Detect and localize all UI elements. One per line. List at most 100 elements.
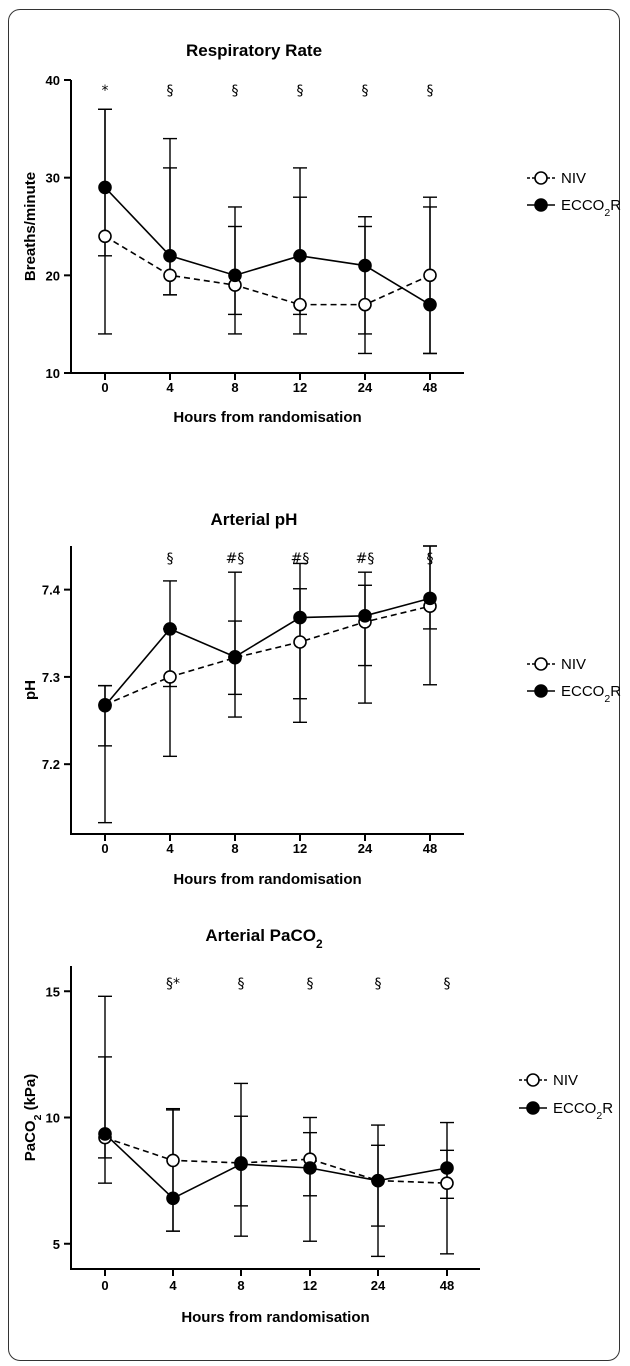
y-tick-label: 40	[46, 73, 60, 88]
chart-title: Respiratory Rate	[186, 41, 322, 60]
data-point-ecco2r	[166, 1191, 180, 1206]
data-point-ecco2r	[293, 249, 307, 263]
chart-title: Arterial pH	[211, 510, 298, 529]
y-axis-label: pH	[22, 680, 39, 700]
y-tick-label: 20	[46, 268, 60, 283]
y-tick-label: 7.2	[42, 757, 60, 772]
series-line-ecco2r	[104, 1133, 448, 1200]
x-tick-label: 24	[358, 841, 373, 856]
significance-marker: §	[362, 83, 369, 99]
x-tick-label: 8	[231, 841, 238, 856]
x-tick-label: 4	[166, 380, 174, 395]
x-tick-label: 12	[293, 841, 307, 856]
y-tick-label: 7.4	[42, 583, 61, 598]
y-tick-label: 7.3	[42, 670, 60, 685]
significance-marker: #§	[226, 551, 245, 567]
data-point-niv	[166, 1153, 180, 1168]
data-point-ecco2r	[440, 1161, 454, 1175]
data-point-niv	[293, 635, 307, 649]
data-point-ecco2r	[98, 698, 112, 713]
data-point-niv	[293, 297, 307, 312]
y-tick-label: 5	[53, 1237, 60, 1252]
data-point-ecco2r	[163, 249, 177, 263]
data-point-ecco2r	[98, 1127, 112, 1141]
data-point-ecco2r	[371, 1173, 385, 1188]
data-point-ecco2r	[293, 610, 307, 625]
data-point-niv	[423, 268, 437, 283]
significance-marker: *	[102, 83, 109, 99]
x-axis-label: Hours from randomisation	[181, 1309, 369, 1326]
legend-marker	[534, 171, 548, 185]
x-axis-label: Hours from randomisation	[173, 871, 361, 888]
significance-marker: §	[307, 976, 314, 992]
x-tick-label: 0	[101, 380, 108, 395]
legend-marker	[534, 657, 548, 671]
legend-label: ECCO2R	[561, 197, 621, 219]
significance-marker: §	[232, 83, 239, 99]
x-tick-label: 24	[358, 380, 373, 395]
data-point-ecco2r	[163, 622, 177, 636]
data-point-ecco2r	[228, 650, 242, 664]
data-point-ecco2r	[228, 268, 242, 283]
x-tick-label: 0	[101, 1278, 108, 1293]
x-tick-label: 12	[293, 380, 307, 395]
data-point-niv	[163, 268, 177, 283]
x-tick-label: 8	[231, 380, 238, 395]
legend-label: NIV	[561, 170, 586, 187]
data-point-ecco2r	[358, 258, 372, 273]
significance-marker: §	[167, 551, 174, 567]
legend-marker	[526, 1073, 540, 1087]
x-tick-label: 48	[423, 841, 437, 856]
significance-marker: §	[375, 976, 382, 992]
chart-title: Arterial PaCO2	[205, 926, 323, 951]
data-point-ecco2r	[358, 609, 372, 623]
series-line-niv	[104, 1136, 448, 1184]
x-tick-label: 4	[169, 1278, 177, 1293]
significance-marker: §	[444, 976, 451, 992]
significance-marker: §	[297, 83, 304, 99]
data-point-niv	[98, 229, 112, 244]
legend-marker	[534, 198, 548, 212]
x-tick-label: 8	[237, 1278, 244, 1293]
significance-marker: #§	[356, 551, 375, 567]
figure-frame	[8, 9, 620, 1361]
y-axis-label: PaCO2 (kPa)	[22, 1074, 44, 1162]
y-axis-label: Breaths/minute	[22, 172, 39, 281]
x-tick-label: 24	[371, 1278, 386, 1293]
significance-marker: §	[427, 83, 434, 99]
series-line-ecco2r	[104, 186, 431, 306]
legend-label: NIV	[553, 1072, 578, 1089]
y-tick-label: 10	[46, 366, 60, 381]
significance-marker: §*	[166, 976, 180, 992]
y-tick-label: 30	[46, 171, 60, 186]
y-tick-label: 10	[46, 1111, 60, 1126]
legend-label: ECCO2R	[561, 683, 621, 705]
legend-marker	[534, 684, 548, 698]
data-point-niv	[163, 670, 177, 684]
data-point-ecco2r	[98, 180, 112, 195]
y-tick-label: 15	[46, 984, 60, 999]
significance-marker: §	[167, 83, 174, 99]
x-tick-label: 12	[303, 1278, 317, 1293]
x-tick-label: 0	[101, 841, 108, 856]
data-point-niv	[358, 297, 372, 312]
series-line-niv	[104, 235, 431, 306]
data-point-niv	[440, 1176, 454, 1190]
x-axis-label: Hours from randomisation	[173, 409, 361, 426]
data-point-ecco2r	[234, 1157, 248, 1172]
x-tick-label: 4	[166, 841, 174, 856]
x-tick-label: 48	[440, 1278, 454, 1293]
x-tick-label: 48	[423, 380, 437, 395]
data-point-ecco2r	[303, 1161, 317, 1175]
legend-label: ECCO2R	[553, 1100, 613, 1122]
series-line-ecco2r	[104, 597, 431, 707]
legend-marker	[526, 1101, 540, 1115]
significance-marker: §	[238, 976, 245, 992]
data-point-ecco2r	[423, 297, 437, 312]
data-point-ecco2r	[423, 591, 437, 606]
series-line-niv	[104, 605, 431, 706]
